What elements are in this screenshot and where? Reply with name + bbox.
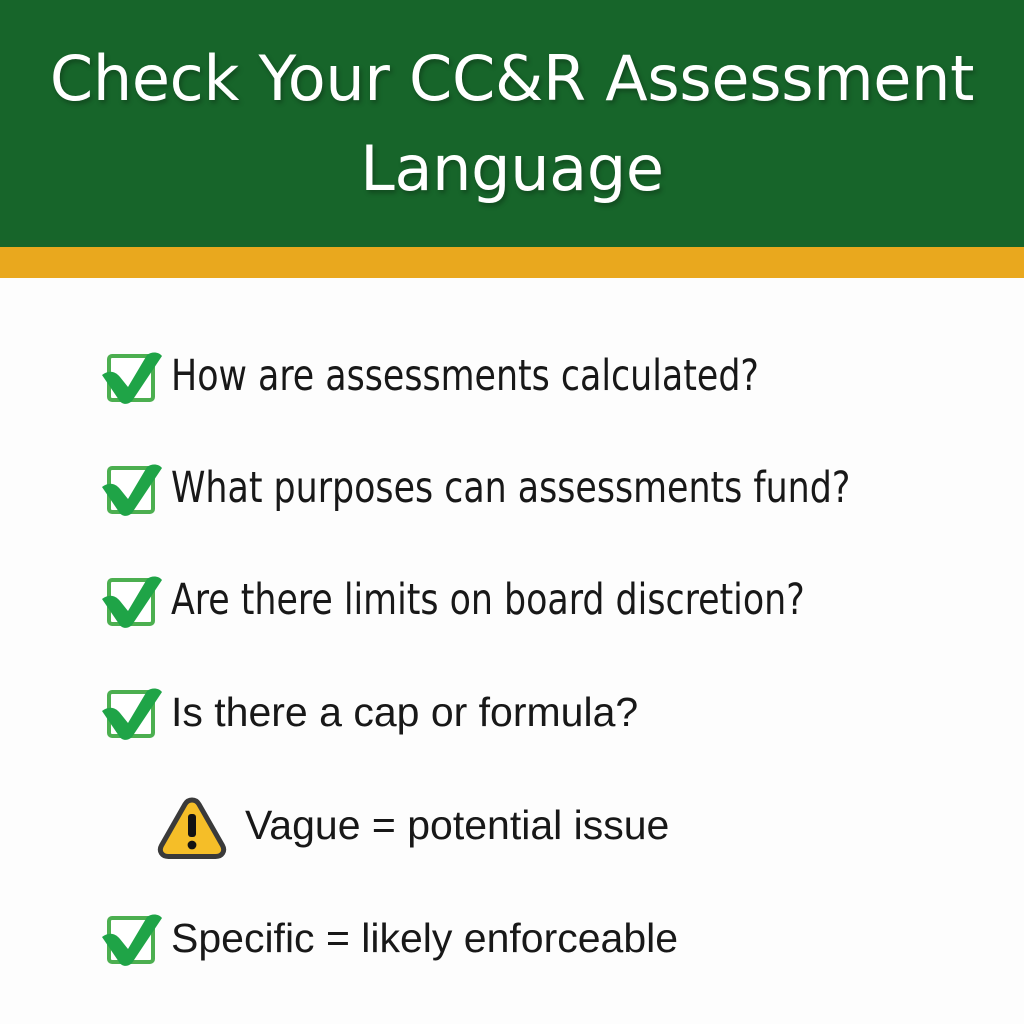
green-check-box-icon <box>99 683 171 745</box>
list-item-label: Is there a cap or formula? <box>171 689 639 735</box>
list-item: Vague = potential issue <box>95 770 964 884</box>
warning-triangle-icon <box>157 795 245 859</box>
green-check-box-icon <box>99 347 171 409</box>
green-check-box-icon <box>99 459 171 521</box>
list-item: Are there limits on board discretion? <box>99 546 964 658</box>
list-item: What purposes can assessments fund? <box>99 434 964 546</box>
list-item-label: Specific = likely enforceable <box>171 915 679 961</box>
list-item-label: Vague = potential issue <box>245 802 670 848</box>
list-item: Is there a cap or formula? <box>99 658 964 770</box>
accent-divider-bar <box>0 247 1024 278</box>
green-check-box-icon <box>99 909 171 971</box>
page-title: Check Your CC&R Assessment Language <box>49 41 975 205</box>
checklist: How are assessments calculated? What pur… <box>0 278 1024 1024</box>
list-item-label: What purposes can assessments fund? <box>171 463 851 513</box>
list-item: How are assessments calculated? <box>99 322 964 434</box>
header-band: Check Your CC&R Assessment Language <box>0 0 1024 247</box>
green-check-box-icon <box>99 571 171 633</box>
list-item: Specific = likely enforceable <box>99 884 964 996</box>
list-item-label: Are there limits on board discretion? <box>171 575 805 625</box>
list-item-label: How are assessments calculated? <box>171 351 759 401</box>
